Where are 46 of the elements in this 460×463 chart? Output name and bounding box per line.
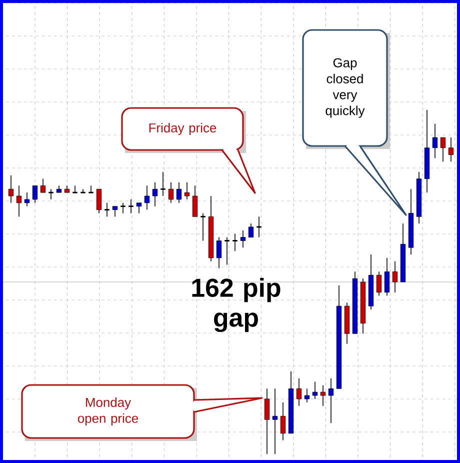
candlestick xyxy=(376,271,382,296)
candlestick xyxy=(216,236,222,269)
candlestick xyxy=(72,185,78,194)
candlestick xyxy=(264,388,270,454)
candlestick xyxy=(16,185,22,218)
candlestick xyxy=(192,185,198,218)
candlestick xyxy=(384,258,390,296)
candlestick xyxy=(160,172,166,196)
candlestick xyxy=(448,137,454,162)
candlestick xyxy=(120,202,126,214)
candlestick xyxy=(144,185,150,210)
candlestick xyxy=(328,378,334,424)
candlestick xyxy=(152,182,158,207)
candlestick xyxy=(304,388,310,403)
candlestick xyxy=(440,137,446,162)
candlestick xyxy=(392,260,398,293)
candlestick xyxy=(24,192,30,207)
candlestick xyxy=(8,174,14,204)
candlestick xyxy=(296,378,302,406)
candlestick xyxy=(32,185,38,204)
annotation: Friday price xyxy=(149,122,216,136)
candlestick xyxy=(48,188,54,200)
candlestick xyxy=(88,185,94,194)
candlestick xyxy=(224,236,230,266)
candlestick xyxy=(184,182,190,200)
candlestick xyxy=(432,123,438,159)
candlestick xyxy=(96,188,102,214)
candlestick xyxy=(176,182,182,204)
candlestick xyxy=(136,202,142,214)
candlestick xyxy=(40,178,46,193)
candlestick xyxy=(112,206,118,218)
annotation: Gap closed very quickly xyxy=(326,58,365,118)
annotation: 162 pip gap xyxy=(192,278,280,332)
candlestick xyxy=(80,188,86,194)
candlestick xyxy=(240,230,246,248)
candlestick xyxy=(200,212,206,242)
candlestick xyxy=(280,402,286,441)
candlestick xyxy=(168,182,174,204)
candlestick xyxy=(128,199,134,214)
annotation: Monday open price xyxy=(78,397,138,426)
candlestick xyxy=(104,202,110,218)
candlestick xyxy=(272,388,278,454)
candlestick xyxy=(232,233,238,252)
candlestick xyxy=(248,223,254,238)
candlestick xyxy=(320,384,326,406)
candlestick xyxy=(312,381,318,400)
